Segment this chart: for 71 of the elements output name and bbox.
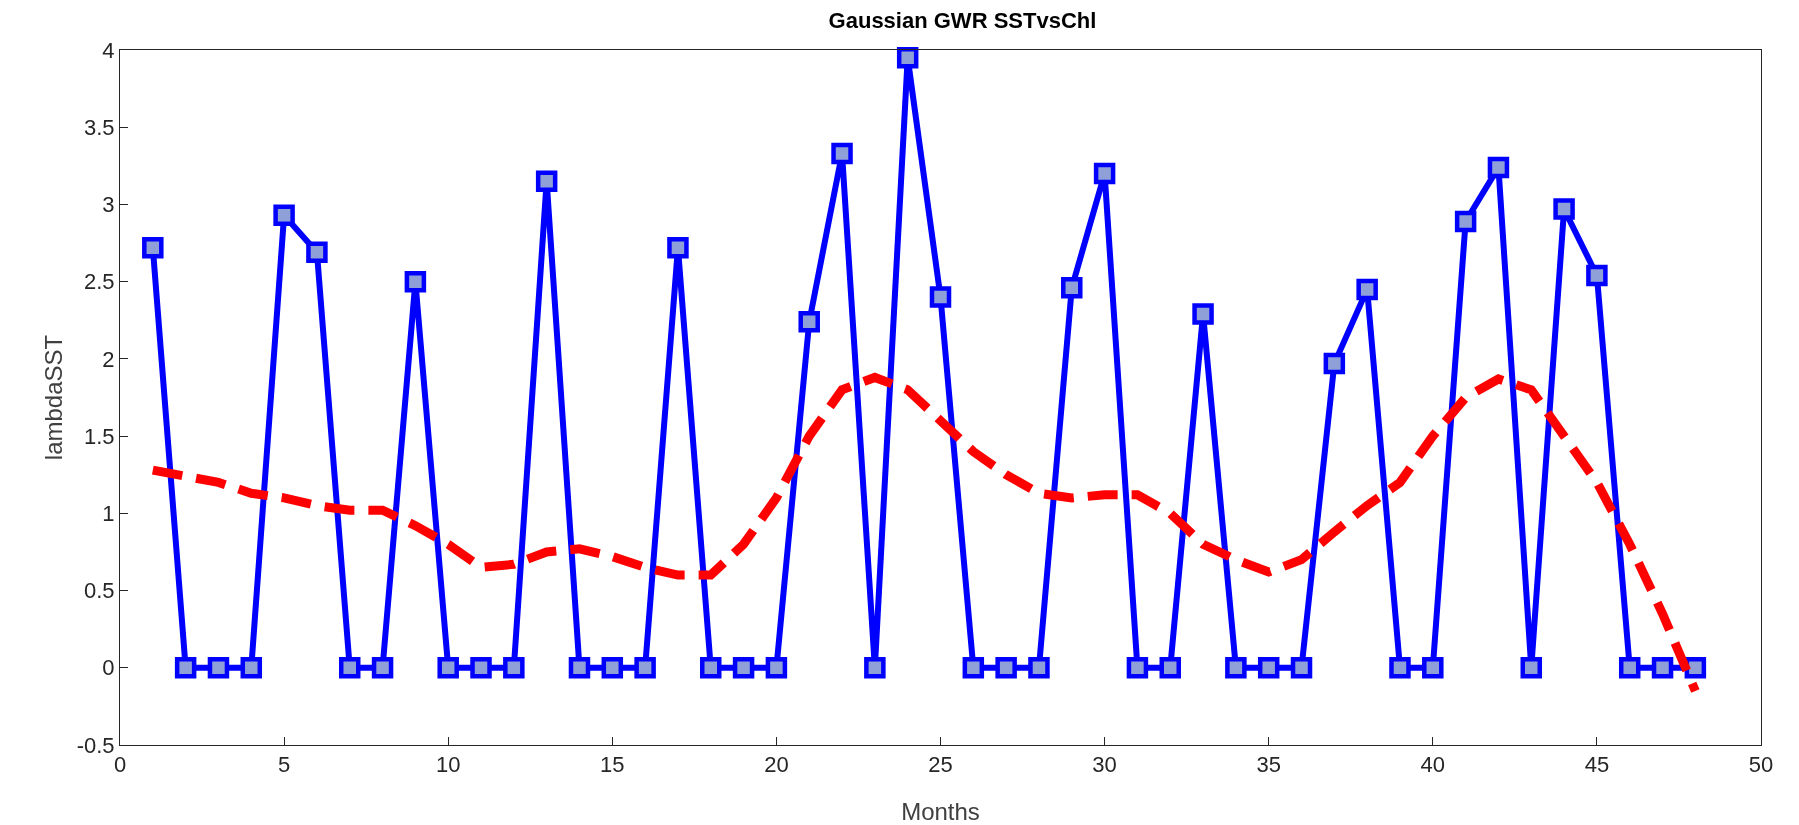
- point: [535, 170, 558, 193]
- point: [174, 657, 197, 679]
- point: [142, 236, 164, 259]
- point: [732, 657, 755, 679]
- point: [503, 657, 525, 679]
- point: [1257, 657, 1280, 679]
- point: [1684, 657, 1707, 679]
- point: [798, 311, 820, 333]
- point: [1323, 352, 1346, 375]
- point: [601, 657, 624, 679]
- point: [1422, 657, 1444, 679]
- y-axis-title: lambdaSST: [40, 334, 67, 461]
- point: [864, 657, 886, 679]
- x-tick-label: 5: [277, 752, 291, 778]
- point: [1159, 657, 1181, 679]
- point: [1061, 277, 1083, 299]
- y-tick-label: 0: [102, 655, 115, 681]
- point: [470, 657, 492, 679]
- point: [1454, 210, 1477, 233]
- y-tick-label: 2: [102, 346, 115, 372]
- point: [1651, 657, 1674, 679]
- point: [404, 270, 427, 293]
- y-tick-label: 1.5: [84, 423, 115, 449]
- point: [929, 286, 952, 308]
- point: [831, 142, 853, 165]
- point: [568, 657, 591, 679]
- point: [240, 657, 263, 679]
- point: [1586, 264, 1608, 287]
- point: [1356, 278, 1378, 301]
- y-tick-label: 1: [102, 501, 115, 527]
- point: [1618, 657, 1641, 679]
- point: [1225, 657, 1247, 679]
- point: [1192, 303, 1214, 325]
- point: [1028, 657, 1050, 679]
- point: [995, 657, 1017, 679]
- x-tick-label: 25: [928, 752, 953, 778]
- x-tick-label: 30: [1092, 752, 1117, 778]
- y-tick-label: 4: [102, 37, 115, 63]
- point: [1553, 198, 1575, 220]
- point: [437, 657, 459, 679]
- point: [700, 657, 722, 679]
- y-tick-label: -0.5: [76, 732, 115, 758]
- x-tick-label: 15: [600, 752, 625, 778]
- x-tick-label: 50: [1748, 752, 1774, 778]
- point: [1290, 657, 1313, 679]
- point: [1126, 657, 1149, 679]
- point: [1520, 657, 1543, 679]
- y-tick-label: 2.5: [84, 269, 115, 295]
- point: [634, 657, 656, 679]
- point: [962, 657, 985, 679]
- point: [1487, 156, 1510, 179]
- x-tick-label: 10: [435, 752, 461, 778]
- chart-title: Gaussian GWR SSTvsChl: [828, 7, 1097, 33]
- point: [667, 236, 689, 259]
- y-tick-label: 3: [102, 192, 115, 218]
- point: [765, 657, 788, 679]
- point: [338, 657, 361, 679]
- x-tick-label: 35: [1256, 752, 1281, 778]
- x-tick-label: 40: [1420, 752, 1446, 778]
- x-tick-label: 45: [1584, 752, 1610, 778]
- y-tick-label: 0.5: [84, 578, 115, 604]
- point: [273, 204, 295, 227]
- point: [306, 241, 328, 264]
- y-tick-label: 3.5: [84, 114, 115, 140]
- point: [1093, 162, 1116, 185]
- point: [207, 657, 230, 679]
- x-axis-title: Months: [901, 798, 980, 825]
- x-tick-label: 20: [764, 752, 789, 778]
- point: [896, 46, 919, 69]
- point: [1389, 657, 1411, 679]
- point: [371, 657, 394, 679]
